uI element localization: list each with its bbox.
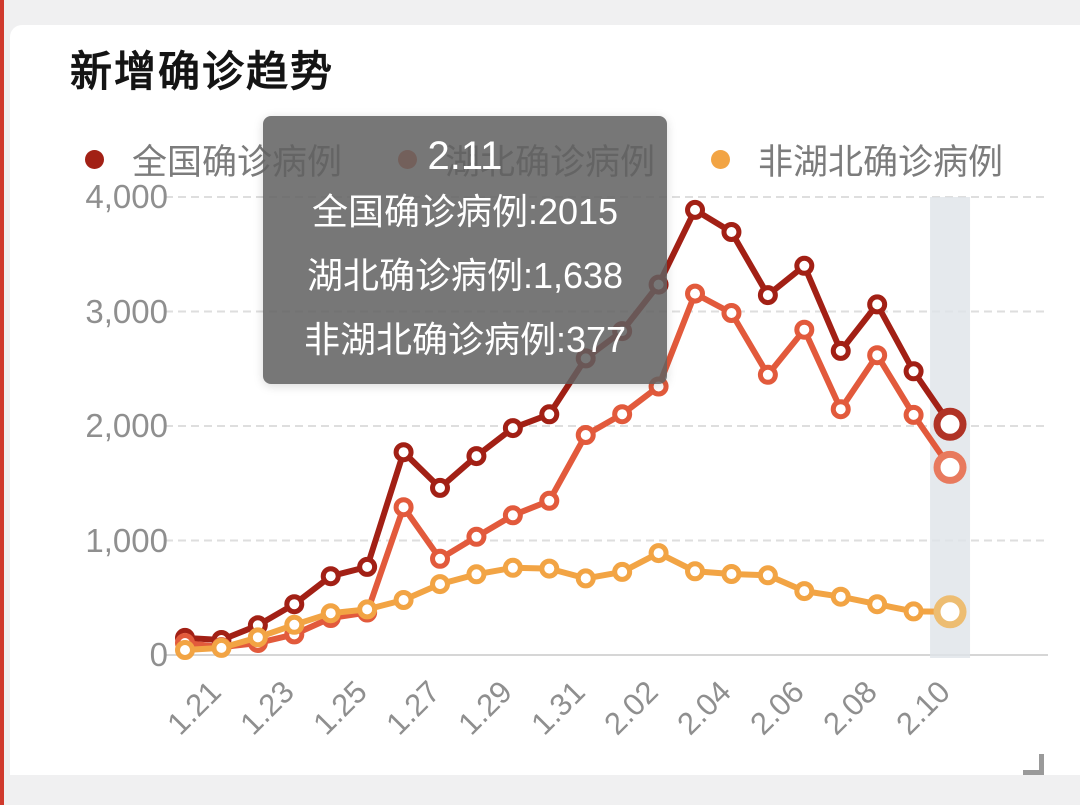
series-marker [685,283,706,304]
series-marker [247,627,268,648]
series-marker [721,222,742,242]
series-marker [575,568,596,589]
series-marker [502,505,523,526]
chart-tooltip: 2.11 全国确诊病例:2015 湖北确诊病例:1,638 非湖北确诊病例:37… [263,116,667,384]
series-marker [867,345,888,366]
series-marker [903,361,924,382]
series-end-marker [933,407,967,441]
series-marker [502,557,523,578]
resize-handle-icon[interactable] [1023,754,1044,775]
series-marker [357,599,378,620]
series-marker [612,561,633,582]
series-marker [539,404,560,425]
non-hubei-series-dot-icon [711,150,731,169]
tooltip-date: 2.11 [427,134,503,178]
series-marker [794,255,815,276]
series-marker [830,586,851,607]
y-axis-tick-label: 3,000 [85,292,168,330]
series-marker [903,404,924,425]
series-marker [320,603,341,624]
series-marker [466,446,487,467]
series-marker [284,594,305,615]
series-marker [284,614,305,635]
series-marker [393,497,414,518]
series-marker [648,543,669,564]
series-marker [430,477,451,498]
series-marker [830,340,851,361]
legend-item-non-hubei[interactable]: 非湖北确诊病例 [711,134,1003,185]
series-marker [685,199,706,220]
series-marker [539,558,560,579]
series-marker [175,640,195,660]
tooltip-row-national: 全国确诊病例:2015 [311,191,619,232]
series-marker [539,490,560,511]
series-marker [430,548,451,569]
series-marker [757,285,778,306]
series-marker [320,566,341,587]
national-series-dot-icon [85,150,104,169]
series-marker [575,425,596,445]
series-marker [794,581,815,602]
series-marker [393,442,414,463]
series-marker [430,574,451,595]
series-line [182,290,954,651]
series-marker [903,601,924,622]
series-marker [393,590,414,610]
series-marker [721,564,742,584]
series-marker [867,594,888,615]
series-marker [466,564,487,585]
y-axis-tick-label: 1,000 [85,521,168,559]
series-marker [357,556,378,577]
series-end-marker [933,450,967,484]
page-title: 新增确诊趋势 [70,48,335,95]
series-end-marker [933,595,967,629]
series-marker [794,319,815,340]
series-marker [830,399,851,420]
y-axis-tick-label: 2,000 [85,407,168,444]
legend-label-non-hubei: 非湖北确诊病例 [758,143,1004,182]
series-marker [721,303,742,323]
series-line [182,550,954,653]
series-marker [757,364,778,385]
series-marker [757,565,778,586]
tooltip-row-hubei: 湖北确诊病例:1,638 [306,255,624,296]
tooltip-row-non-hubei: 非湖北确诊病例:377 [303,319,627,360]
series-marker [502,418,523,439]
y-axis-tick-label: 0 [149,636,168,673]
series-marker [685,561,706,582]
series-marker [466,526,487,547]
left-edge-accent [0,0,4,805]
series-marker [211,637,232,658]
y-axis-tick-label: 4,000 [85,178,168,215]
series-marker [612,404,633,425]
series-marker [867,294,888,315]
series-line [182,206,954,643]
